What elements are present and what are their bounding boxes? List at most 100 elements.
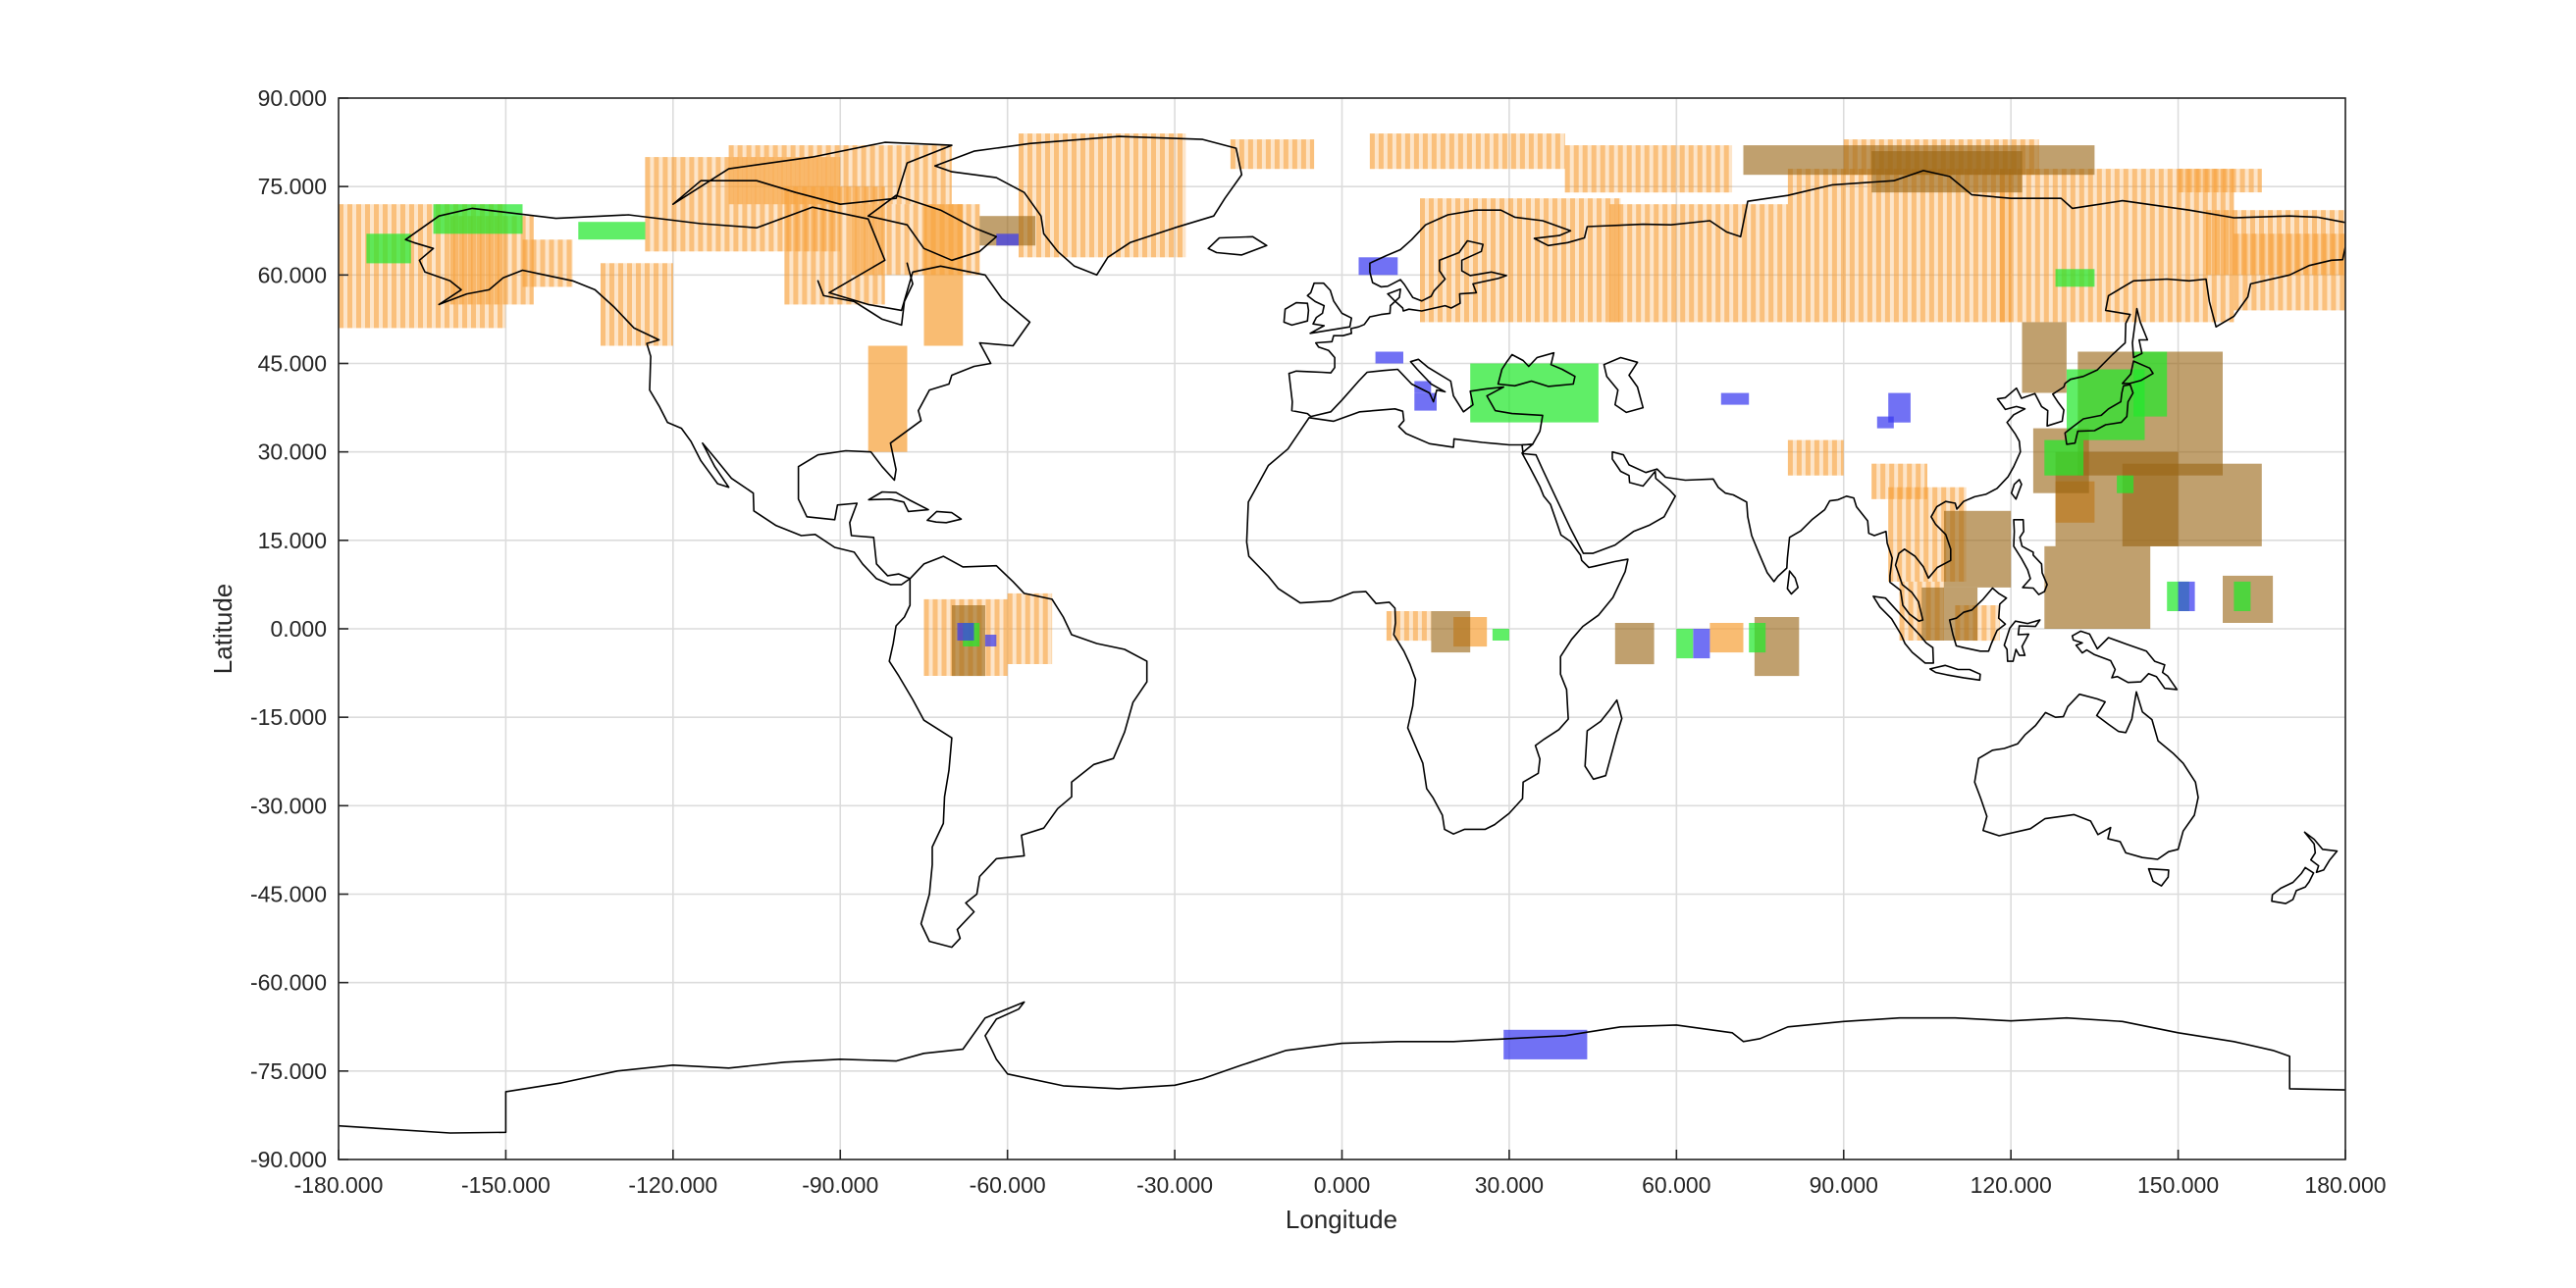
footprint-stripe (1016, 592, 1022, 664)
greenland-coastline (934, 135, 1243, 277)
footprint-stripe (1908, 581, 1914, 641)
footprint-stripe (2140, 169, 2146, 323)
footprint-stripe (1849, 169, 1855, 323)
footprint (1676, 629, 1694, 659)
footprint-stripe (1981, 169, 1987, 323)
baffin-island-coastline (867, 194, 998, 262)
footprint-stripe (458, 216, 464, 305)
footprint-stripe (1897, 487, 1903, 582)
footprint-stripe (1420, 198, 1425, 323)
footprint-stripe (2224, 210, 2229, 276)
footprint-stripe (680, 157, 686, 252)
footprint-stripe (1946, 169, 1952, 323)
sakhalin-coastline (2131, 307, 2149, 359)
footprint-stripe (1309, 139, 1315, 170)
footprint-stripe (2105, 169, 2111, 323)
footprint (1749, 623, 1766, 653)
footprint-stripe (777, 157, 783, 252)
footprint-stripe (1510, 133, 1516, 170)
footprint-stripe (1626, 145, 1632, 193)
x-tick-label: 150.000 (2137, 1172, 2219, 1198)
footprint-stripe (662, 157, 668, 252)
footprint-stripe (1544, 198, 1549, 323)
footprint (1921, 587, 1978, 641)
x-tick-label: 0.000 (1314, 1172, 1371, 1198)
footprint-stripe (1715, 204, 1721, 323)
footprint-stripe (1915, 487, 1920, 582)
footprint-stripe (1899, 581, 1905, 641)
footprint-stripe (1636, 204, 1642, 323)
footprint-stripe (868, 204, 874, 276)
footprint-stripe (742, 157, 748, 252)
hispaniola-coastline (926, 510, 963, 524)
footprint-stripe (1916, 463, 1921, 499)
footprint-stripe (1911, 169, 1917, 323)
footprint (1720, 392, 1750, 405)
footprint-stripe (436, 204, 441, 329)
footprint-stripe (2008, 169, 2014, 323)
footprint-stripe (1007, 592, 1013, 664)
footprint-stripe (409, 204, 414, 329)
footprint-stripe (1238, 139, 1244, 170)
x-tick-label: 90.000 (1810, 1172, 1878, 1198)
footprint-stripe (1493, 133, 1498, 170)
footprint-stripe (1072, 133, 1077, 258)
footprint (2122, 463, 2262, 546)
footprint-stripe (1537, 133, 1543, 170)
footprint-stripe (2204, 169, 2210, 193)
footprint-stripe (1760, 204, 1765, 323)
footprint-stripe (2052, 169, 2058, 323)
x-tick-label: -180.000 (294, 1172, 384, 1198)
footprint-stripe (1387, 133, 1393, 170)
british-isles-coastline (1306, 282, 1352, 335)
footprint-stripe (2186, 169, 2192, 193)
footprint-stripe (887, 145, 893, 205)
footprint-stripe (549, 239, 554, 287)
footprint-stripe (1742, 204, 1748, 323)
footprint-stripe (2239, 169, 2245, 193)
footprint (2044, 439, 2084, 476)
footprint-stripe (480, 204, 485, 329)
footprint-stripe (1671, 204, 1677, 323)
footprint (1944, 510, 2012, 588)
footprint (1414, 381, 1432, 393)
footprint (1693, 629, 1710, 659)
footprint-stripe (2220, 169, 2226, 323)
footprint-stripe (913, 204, 919, 276)
footprint-stripe (2211, 169, 2217, 323)
footprint-stripe (2034, 169, 2040, 323)
footprint-stripe (772, 145, 778, 205)
footprint-stripe (1528, 133, 1534, 170)
footprint-stripe (1831, 439, 1837, 476)
footprint-stripe (566, 239, 572, 287)
footprint-stripe (339, 204, 343, 329)
footprint (578, 222, 646, 240)
footprint-stripe (2195, 169, 2201, 193)
footprint-stripe (1125, 133, 1130, 258)
footprint-stripe (877, 204, 883, 276)
x-tick-label: -90.000 (802, 1172, 878, 1198)
footprint-stripe (1653, 145, 1658, 193)
new-guinea-coastline (2071, 630, 2179, 691)
footprint-stripe (1605, 198, 1610, 323)
footprint-stripe (540, 239, 546, 287)
footprint-stripe (1256, 139, 1262, 170)
footprint-stripe (746, 145, 752, 205)
footprint-stripe (931, 145, 937, 205)
footprint (1431, 611, 1471, 653)
footprint (2117, 475, 2134, 493)
footprint-stripe (1609, 204, 1615, 323)
footprint-stripe (1814, 439, 1819, 476)
footprint-stripe (1822, 169, 1828, 323)
footprint-stripe (1448, 133, 1454, 170)
y-tick-label: -15.000 (250, 704, 327, 730)
footprint-stripe (819, 186, 825, 305)
footprint-stripe (1591, 145, 1597, 193)
footprint-stripe (627, 263, 632, 346)
footprint-stripe (914, 145, 920, 205)
footprint-stripe (1501, 133, 1507, 170)
footprint-stripe (2193, 169, 2199, 323)
footprint-stripe (1796, 169, 1802, 323)
tick-labels: -180.000 -150.000 -120.000 -90.000 -60.000 -3… (250, 85, 2387, 1198)
